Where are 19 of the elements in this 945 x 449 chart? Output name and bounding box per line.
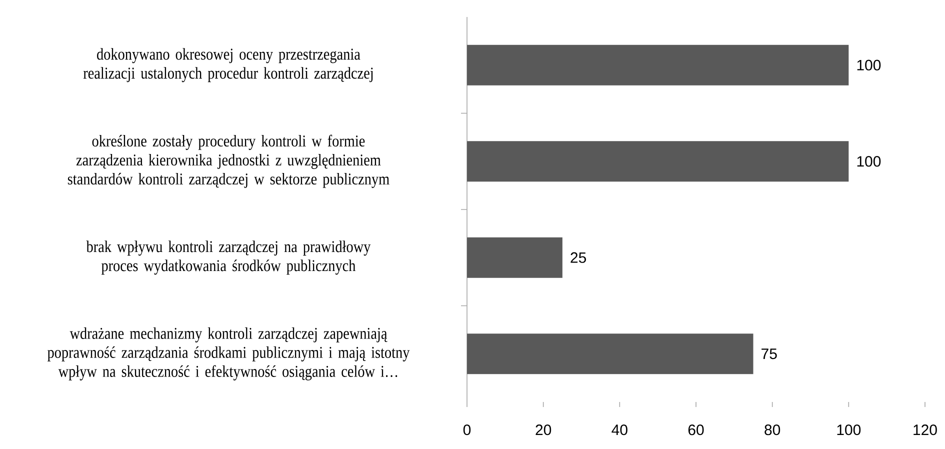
data-label: 25 xyxy=(570,252,586,263)
bar xyxy=(467,237,562,278)
x-tick-label: 100 xyxy=(837,424,861,436)
x-tick-label: 40 xyxy=(612,424,628,436)
y-tick-label: brak wpływu kontroli zarządczej na prawidłowy proces wydatkowania środków publicznych xyxy=(86,240,371,275)
data-label: 100 xyxy=(857,156,881,167)
x-tick-label: 80 xyxy=(764,424,780,436)
x-tick-label: 60 xyxy=(688,424,704,436)
data-label: 75 xyxy=(762,348,777,360)
data-label: 100 xyxy=(857,60,881,70)
y-tick-label: określone zostały procedury kontroli w formie zarządzenia kierownika jednostki z uwzględnieniem standardów kontroli zarządczej w sektorze publicznym xyxy=(68,134,390,188)
x-tick-label: 20 xyxy=(536,424,552,436)
bar xyxy=(467,141,849,182)
y-tick-label: wdrażane mechanizmy kontroli zarządczej zapewniają poprawność zarządzania środkami publicznymi i mają istotny wpływ na skuteczność i efektywność osiągania celów i… xyxy=(48,327,410,380)
bar xyxy=(467,44,849,86)
y-tick-label: dokonywano okresowej oceny przestrzegania realizacji ustalonych procedur kontroli zarządczej xyxy=(83,48,373,82)
x-tick-label: 120 xyxy=(914,424,937,436)
x-tick-label: 0 xyxy=(463,424,471,436)
bar xyxy=(467,334,754,374)
